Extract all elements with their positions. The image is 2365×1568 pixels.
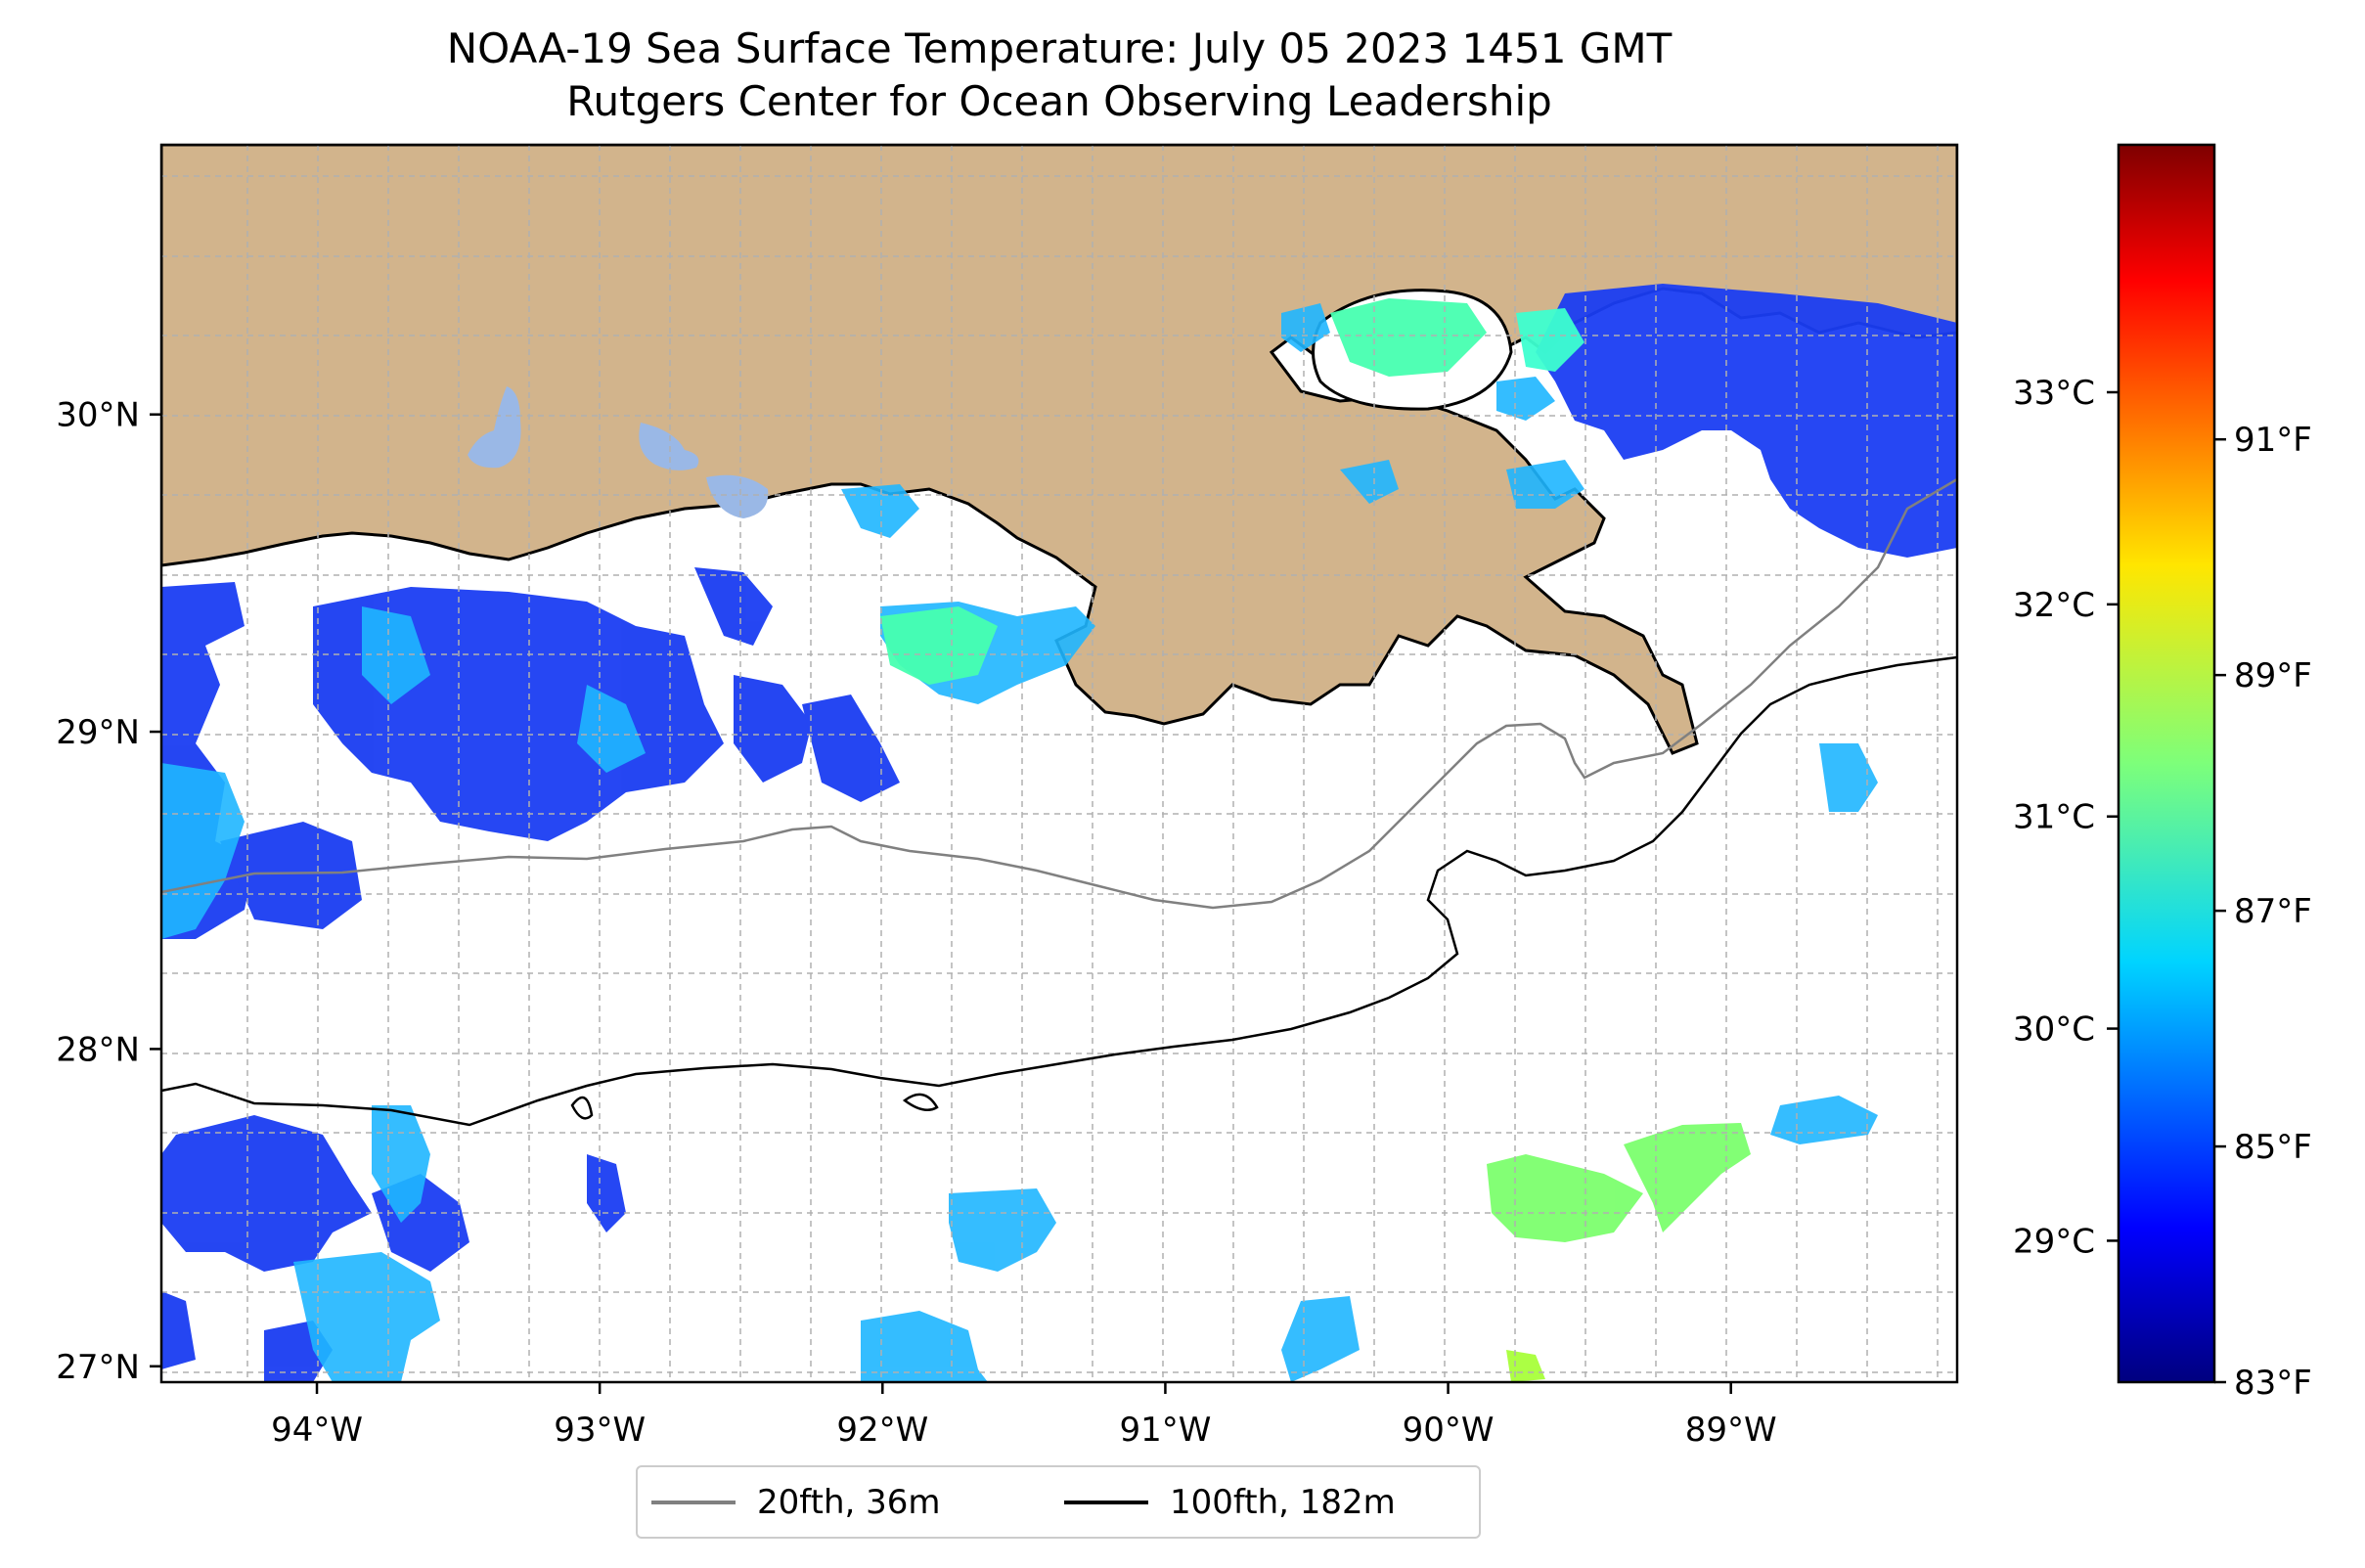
legend-label: 20fth, 36m xyxy=(757,1483,941,1522)
gridlines xyxy=(161,145,1957,1382)
legend-label: 100fth, 182m xyxy=(1170,1483,1396,1522)
lat-tick-label: 30°N xyxy=(56,396,140,435)
legend-swatch xyxy=(1064,1501,1148,1504)
lon-tick-label: 93°W xyxy=(554,1411,646,1450)
isobath-100fth xyxy=(161,655,1957,1127)
legend: 20fth, 36m 100fth, 182m xyxy=(636,1465,1481,1539)
legend-item-20fth: 20fth, 36m xyxy=(651,1481,941,1524)
isobath-20fth xyxy=(161,477,1957,910)
colorbar-celsius-axis: 33°C 32°C 31°C 30°C 29°C xyxy=(2013,374,2119,1261)
lake xyxy=(639,423,699,470)
lat-tick-label: 29°N xyxy=(56,713,140,752)
celsius-tick-label: 29°C xyxy=(2013,1222,2095,1261)
lon-tick-label: 90°W xyxy=(1403,1411,1495,1450)
colorbar xyxy=(2117,143,2216,1384)
latitude-axis: 30°N 29°N 28°N 27°N xyxy=(56,396,161,1387)
isobath-100fth-islet xyxy=(570,1096,594,1120)
longitude-axis: 94°W 93°W 92°W 91°W 90°W 89°W xyxy=(271,1382,1777,1450)
lon-tick-label: 89°W xyxy=(1685,1411,1777,1450)
chart-title: NOAA-19 Sea Surface Temperature: July 05… xyxy=(446,24,1673,72)
fahrenheit-tick-label: 83°F xyxy=(2234,1364,2312,1403)
map-area xyxy=(161,145,1957,1382)
fahrenheit-tick-label: 89°F xyxy=(2234,656,2312,695)
sst-mid-patches xyxy=(161,303,1878,1382)
legend-item-100fth: 100fth, 182m xyxy=(1064,1481,1396,1524)
isobath-100fth-islet xyxy=(902,1093,939,1112)
lat-tick-label: 28°N xyxy=(56,1030,140,1069)
lon-tick-label: 91°W xyxy=(1119,1411,1211,1450)
chart-subtitle: Rutgers Center for Ocean Observing Leade… xyxy=(566,77,1552,125)
lat-tick-label: 27°N xyxy=(56,1348,140,1387)
fahrenheit-tick-label: 87°F xyxy=(2234,892,2312,931)
celsius-tick-label: 31°C xyxy=(2013,798,2095,837)
lon-tick-label: 92°W xyxy=(836,1411,928,1450)
lake xyxy=(706,474,769,518)
legend-swatch xyxy=(651,1501,736,1504)
colorbar-fahrenheit-axis: 91°F 89°F 87°F 85°F 83°F xyxy=(2214,421,2312,1403)
lake xyxy=(468,386,521,469)
lon-tick-label: 94°W xyxy=(271,1411,363,1450)
fahrenheit-tick-label: 85°F xyxy=(2234,1128,2312,1167)
fahrenheit-tick-label: 91°F xyxy=(2234,421,2312,460)
map-frame xyxy=(159,143,1959,1384)
celsius-tick-label: 30°C xyxy=(2013,1010,2095,1050)
celsius-tick-label: 32°C xyxy=(2013,586,2095,625)
celsius-tick-label: 33°C xyxy=(2013,374,2095,413)
